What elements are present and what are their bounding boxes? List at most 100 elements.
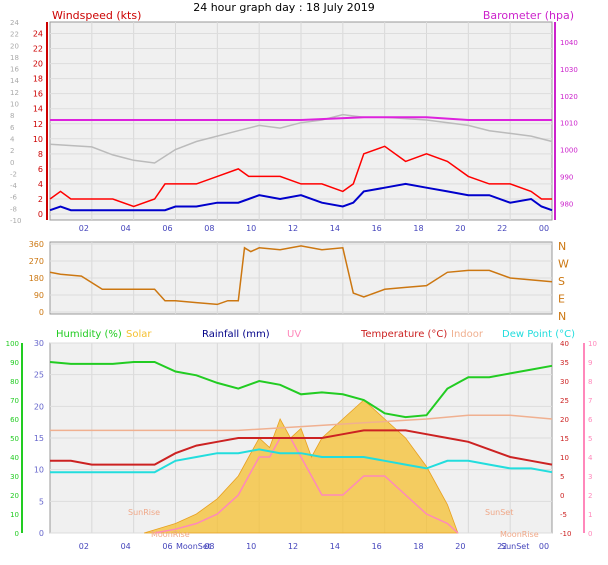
time-tick-label: 22: [497, 224, 507, 233]
rain-tick-label: 25: [34, 371, 44, 380]
climate-series: [49, 361, 553, 534]
baro-tick-label: 990: [560, 173, 573, 181]
temp-tick-label: 10: [560, 454, 569, 462]
left-tick-label: 16: [10, 66, 19, 74]
left-tick-label: 20: [10, 42, 19, 50]
time-tick-label: 10: [246, 224, 256, 233]
legend-item: Indoor: [451, 329, 484, 340]
uv-line: [154, 437, 459, 534]
wind-title: Windspeed (kts): [52, 9, 141, 22]
wind-tick-label: 8: [38, 150, 43, 159]
time-tick-label: 06: [162, 542, 172, 551]
left-tick-label: -4: [10, 182, 18, 190]
legend-item: Dew Point (°C): [502, 329, 575, 340]
left-tick-label: -2: [10, 170, 17, 178]
uv-axis: 0 1 2 3 4 5 6 7 8 9 10: [583, 340, 597, 538]
barometer-line: [50, 116, 552, 121]
time-tick-label: 18: [413, 224, 423, 233]
temp-tick-label: 40: [560, 340, 569, 348]
temp-tick-label: -10: [560, 530, 571, 538]
humidity-tick-label: 60: [10, 416, 19, 424]
time-tick-label: 22: [497, 542, 507, 551]
direction-axis: 360 270 180 90 0: [29, 240, 44, 317]
uv-tick-label: 9: [588, 359, 592, 367]
astro-annotation: SunRise: [128, 508, 160, 517]
direction-tick-label: 180: [29, 274, 44, 283]
left-tick-label: 10: [10, 101, 19, 109]
left-tick-label: -6: [10, 194, 18, 202]
uv-tick-label: 6: [588, 416, 593, 424]
time-tick-label: 08: [204, 542, 214, 551]
wind-gust-line: [49, 145, 552, 208]
left-tick-label: -8: [10, 205, 17, 213]
time-tick-label: 18: [413, 542, 423, 551]
left-tick-label: 14: [10, 77, 19, 85]
time-tick-label: 20: [455, 542, 465, 551]
climate-time-axis: 02 04 06 08 10 12 14 16 18 20 22 00: [79, 542, 549, 551]
compass-label: N: [558, 240, 566, 253]
baro-tick-label: 1010: [560, 120, 578, 128]
temp-tick-label: 5: [560, 473, 564, 481]
left-tick-label: -10: [10, 217, 21, 225]
uv-tick-label: 5: [588, 435, 592, 443]
humidity-tick-label: 0: [15, 530, 19, 538]
wind-tick-label: 10: [33, 135, 43, 144]
wind-time-axis: 02 04 06 08 10 12 14 16 18 20 22 00: [79, 224, 549, 233]
uv-tick-label: 8: [588, 378, 592, 386]
time-tick-label: 08: [204, 224, 214, 233]
legend-item: UV: [287, 329, 301, 340]
indoor-line: [50, 414, 553, 432]
direction-tick-label: 90: [34, 291, 44, 300]
direction-tick-label: 270: [29, 257, 44, 266]
direction-line: [49, 245, 553, 306]
humidity-axis: 0 10 20 30 40 50 60 70 80 90 100: [6, 340, 23, 538]
temp-tick-label: 20: [560, 416, 569, 424]
time-tick-label: 16: [372, 224, 382, 233]
page-title: 24 hour graph day : 18 July 2019: [193, 1, 375, 14]
temp-tick-label: 30: [560, 378, 569, 386]
uv-tick-label: 10: [588, 340, 597, 348]
uv-tick-label: 3: [588, 473, 592, 481]
left-tick-label: 24: [10, 19, 19, 27]
temperature-line: [50, 429, 553, 466]
humidity-tick-label: 80: [10, 378, 19, 386]
astro-annotation: MoonRise: [500, 530, 539, 539]
wind-tick-label: 12: [33, 120, 43, 129]
wind-tick-label: 22: [33, 45, 43, 54]
wind-tick-label: 16: [33, 90, 43, 99]
time-tick-label: 06: [162, 224, 172, 233]
compass-label: E: [558, 293, 565, 306]
uv-tick-label: 7: [588, 397, 592, 405]
compass-label: S: [558, 275, 565, 288]
time-tick-label: 04: [121, 224, 131, 233]
rain-tick-label: 20: [34, 402, 44, 411]
baro-tick-label: 1040: [560, 39, 578, 47]
wind-tick-label: 4: [38, 180, 43, 189]
solar-area: [143, 399, 459, 534]
temp-tick-label: -5: [560, 511, 567, 519]
wind-tick-label: 18: [33, 75, 43, 84]
compass-label: N: [558, 310, 566, 323]
rain-tick-label: 30: [34, 339, 44, 348]
legend-item: Rainfall (mm): [202, 329, 270, 340]
wind-avg-line: [49, 182, 553, 212]
baro-tick-label: 1020: [560, 93, 578, 101]
wind-tick-label: 20: [33, 60, 43, 69]
direction-tick-label: 360: [29, 240, 44, 249]
left-tick-label: 6: [10, 124, 15, 132]
time-tick-label: 02: [79, 224, 89, 233]
baro-tick-label: 1000: [560, 147, 578, 155]
legend-item: Temperature (°C): [360, 329, 447, 340]
temperature-axis: -10 -5 0 5 10 15 20 25 30 35 40: [560, 340, 571, 538]
time-tick-label: 10: [246, 542, 256, 551]
legend-item: Solar: [126, 329, 152, 340]
temp-tick-label: 35: [560, 359, 569, 367]
left-tick-label: 8: [10, 112, 14, 120]
uv-tick-label: 4: [588, 454, 593, 462]
left-tick-label: 18: [10, 54, 19, 62]
time-tick-label: 02: [79, 542, 89, 551]
wind-series: [49, 113, 553, 212]
temp-tick-label: 25: [560, 397, 569, 405]
